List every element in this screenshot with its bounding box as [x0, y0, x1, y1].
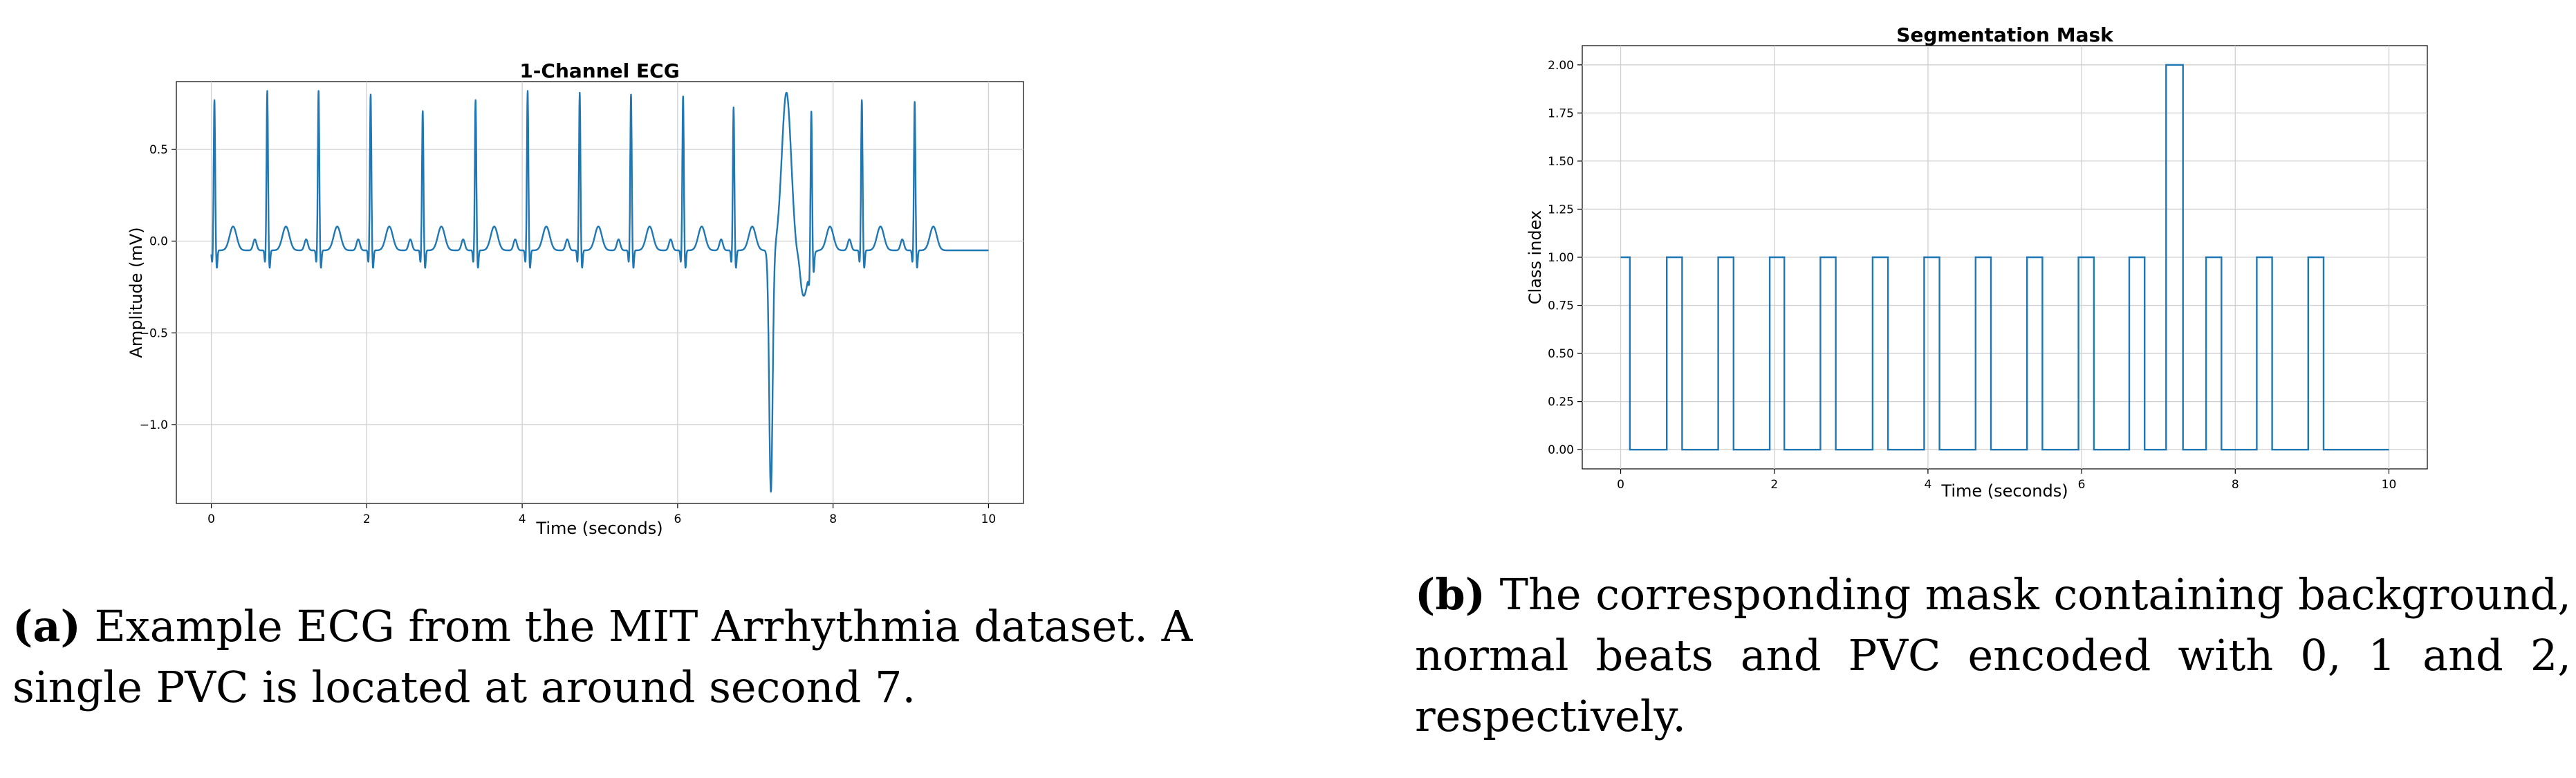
mask-chart-title: Segmentation Mask [1896, 24, 2114, 46]
ecg-x-tick-label: 4 [519, 512, 526, 526]
mask-x-tick-label: 8 [2232, 478, 2239, 492]
mask-y-tick-label: 1.75 [1548, 106, 1574, 120]
mask-x-axis-label: Time (seconds) [1940, 481, 2068, 501]
ecg-y-tick-label: −0.5 [140, 326, 168, 340]
caption-a: (a) Example ECG from the MIT Arrhythmia … [12, 596, 1230, 718]
ecg-chart-title: 1-Channel ECG [519, 59, 679, 82]
mask-y-axis-label: Class index [1526, 210, 1545, 304]
mask-grid [1582, 46, 2427, 469]
ecg-x-tick-label: 10 [981, 512, 997, 526]
ecg-x-tick-label: 6 [674, 512, 681, 526]
mask-y-tick-label: 2.00 [1548, 59, 1574, 73]
ecg-x-axis-label: Time (seconds) [535, 519, 662, 538]
ecg-y-tick-label: 0.5 [149, 143, 168, 157]
ecg-y-tick-label: −1.0 [140, 418, 168, 432]
mask-x-tick-label: 10 [2382, 478, 2397, 492]
caption-b: (b) The corresponding mask containing ba… [1415, 564, 2571, 747]
mask-y-tick-label: 1.50 [1548, 155, 1574, 169]
ecg-x-tick-label: 0 [207, 512, 215, 526]
mask-x-tick-label: 6 [2078, 478, 2086, 492]
mask-y-tick-label: 0.50 [1548, 347, 1574, 361]
ecg-ticks: 0 2 4 6 8 10 −1.0 −0.5 0.0 0.5 [140, 143, 997, 526]
ecg-x-tick-label: 2 [363, 512, 371, 526]
mask-y-tick-label: 0.25 [1548, 396, 1574, 409]
mask-x-tick-label: 2 [1770, 478, 1778, 492]
caption-b-tag: (b) [1415, 569, 1486, 620]
ecg-signal-line [210, 90, 990, 493]
caption-a-text: Example ECG from the MIT Arrhythmia data… [12, 601, 1193, 712]
mask-x-tick-label: 0 [1617, 478, 1624, 492]
mask-y-tick-label: 0.00 [1548, 443, 1574, 457]
mask-chart: 0 2 4 6 8 10 0.00 0.25 0.50 0.75 1.00 1.25 1.50 1.75 2… [1526, 24, 2428, 501]
caption-a-tag: (a) [12, 601, 81, 651]
ecg-x-tick-label: 8 [829, 512, 837, 526]
caption-b-text: The corresponding mask containing backgr… [1415, 569, 2571, 741]
mask-y-tick-label: 1.00 [1548, 251, 1574, 265]
ecg-y-axis-label: Amplitude (mV) [127, 227, 146, 358]
mask-y-tick-label: 1.25 [1548, 203, 1574, 216]
ecg-plot-area [176, 81, 1024, 504]
mask-y-tick-label: 0.75 [1548, 299, 1574, 313]
mask-x-tick-label: 4 [1924, 478, 1931, 492]
mask-step-line [1620, 64, 2389, 451]
ecg-y-tick-label: 0.0 [149, 235, 168, 249]
mask-ticks: 0 2 4 6 8 10 0.00 0.25 0.50 0.75 1.00 1.25 1.50 1.75 2… [1548, 59, 2396, 492]
ecg-chart: 0 2 4 6 8 10 −1.0 −0.5 0.0 0.5 1-Channel ECG Time… [127, 59, 1024, 538]
